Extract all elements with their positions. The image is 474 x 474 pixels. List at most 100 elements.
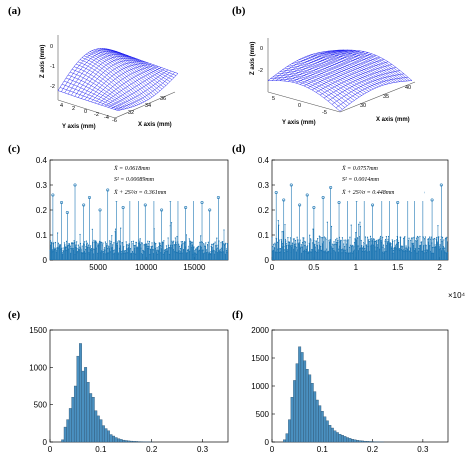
data-point — [215, 245, 217, 247]
panel-a-zlabel: Z axis (mm) — [40, 45, 46, 78]
spike-point — [200, 201, 204, 205]
data-point — [361, 247, 363, 250]
histogram-bar — [310, 383, 314, 443]
data-point — [124, 250, 126, 252]
mesh-line — [61, 83, 123, 110]
panel-label-f: (f) — [232, 309, 243, 321]
spike-point — [430, 198, 434, 202]
spike-point — [282, 198, 286, 202]
mesh-line — [308, 55, 381, 87]
x-tick-label: 0.2 — [146, 445, 158, 454]
data-point — [128, 243, 130, 245]
mesh-line — [81, 57, 143, 104]
histogram-bar — [127, 440, 131, 443]
data-point — [126, 248, 128, 250]
data-point — [373, 238, 375, 240]
histogram-bar — [114, 437, 118, 443]
histogram-bar — [117, 438, 121, 443]
y-tick-label: 1000 — [29, 363, 47, 372]
data-point — [328, 239, 330, 241]
data-point — [430, 236, 432, 238]
data-point — [389, 242, 391, 244]
histogram-bar — [351, 439, 354, 443]
panel-a-ytick: 2 — [72, 106, 75, 112]
data-point — [400, 236, 402, 238]
data-point — [104, 241, 107, 243]
data-point — [360, 239, 362, 242]
data-point — [445, 238, 447, 240]
histogram-bar — [132, 441, 136, 443]
data-point — [218, 249, 220, 252]
mesh-line — [85, 53, 147, 102]
data-point — [181, 244, 183, 246]
y-tick-label: 0 — [43, 438, 48, 447]
data-point — [410, 239, 412, 242]
mesh-line — [303, 57, 377, 89]
data-point — [139, 238, 141, 240]
histogram-bar — [285, 433, 289, 443]
mesh-line — [330, 50, 403, 82]
data-point — [361, 244, 363, 247]
panel-label-a: (a) — [8, 5, 21, 17]
histogram-bar — [112, 435, 116, 443]
data-point — [444, 247, 446, 249]
x-tick-label: 1 — [354, 263, 359, 272]
histogram-bar — [101, 425, 105, 443]
data-point — [325, 237, 327, 239]
data-point — [443, 239, 445, 241]
data-point — [92, 241, 94, 243]
panel-b-zlabel: Z axis (mm) — [250, 42, 256, 75]
mesh-line — [63, 80, 125, 110]
mesh-line — [77, 57, 139, 98]
mesh-line — [89, 51, 151, 99]
data-point — [55, 248, 57, 250]
data-point — [108, 246, 110, 248]
mesh-line — [95, 48, 157, 95]
panel-a-mesh — [57, 48, 179, 111]
panel-c-annotation: X̄ = 0.0618mm S² = 0.00089mm X̄ + 2S²/σ … — [110, 161, 196, 201]
data-point — [136, 246, 138, 248]
y-tick-label: 0.2 — [36, 206, 48, 215]
mesh-line — [115, 51, 177, 76]
mesh-line — [299, 59, 372, 91]
data-point — [156, 247, 158, 249]
histogram-bar — [308, 374, 312, 443]
data-point — [57, 242, 60, 244]
panel-a-ytick: -6 — [112, 118, 117, 124]
data-point — [109, 240, 111, 242]
data-point — [72, 248, 74, 250]
data-point — [225, 250, 228, 252]
panel-b-ytick: 0 — [298, 103, 301, 109]
panel-b-ytick: -5 — [322, 110, 327, 116]
x-tick-label: 2 — [437, 263, 442, 272]
panel-c-ann-mean: X̄ = 0.0618mm — [113, 165, 151, 172]
data-point — [326, 221, 328, 223]
data-point — [214, 241, 216, 243]
data-point — [417, 236, 419, 238]
data-point — [185, 234, 187, 236]
data-point — [59, 244, 62, 246]
mesh-line — [275, 74, 348, 106]
y-tick-label: 0.4 — [258, 156, 270, 165]
data-point — [174, 237, 176, 239]
mesh-line — [268, 80, 341, 112]
data-point — [318, 235, 320, 237]
spike-point — [184, 206, 188, 210]
mesh-line — [306, 56, 379, 88]
data-point — [53, 247, 55, 249]
data-point — [180, 241, 182, 243]
data-point — [394, 240, 396, 242]
histogram-bar — [366, 441, 369, 443]
mesh-line — [282, 69, 355, 101]
data-point — [101, 244, 103, 246]
panel-label-d: (d) — [232, 143, 246, 155]
histogram-bar — [79, 343, 82, 443]
data-point — [343, 239, 345, 241]
x-tick-label: 0.3 — [417, 445, 429, 454]
data-point — [340, 239, 342, 242]
y-tick-label: 1500 — [251, 354, 269, 363]
mesh-line — [111, 49, 173, 80]
histogram-bar — [298, 346, 302, 443]
data-point — [84, 241, 86, 243]
data-point — [341, 237, 343, 239]
